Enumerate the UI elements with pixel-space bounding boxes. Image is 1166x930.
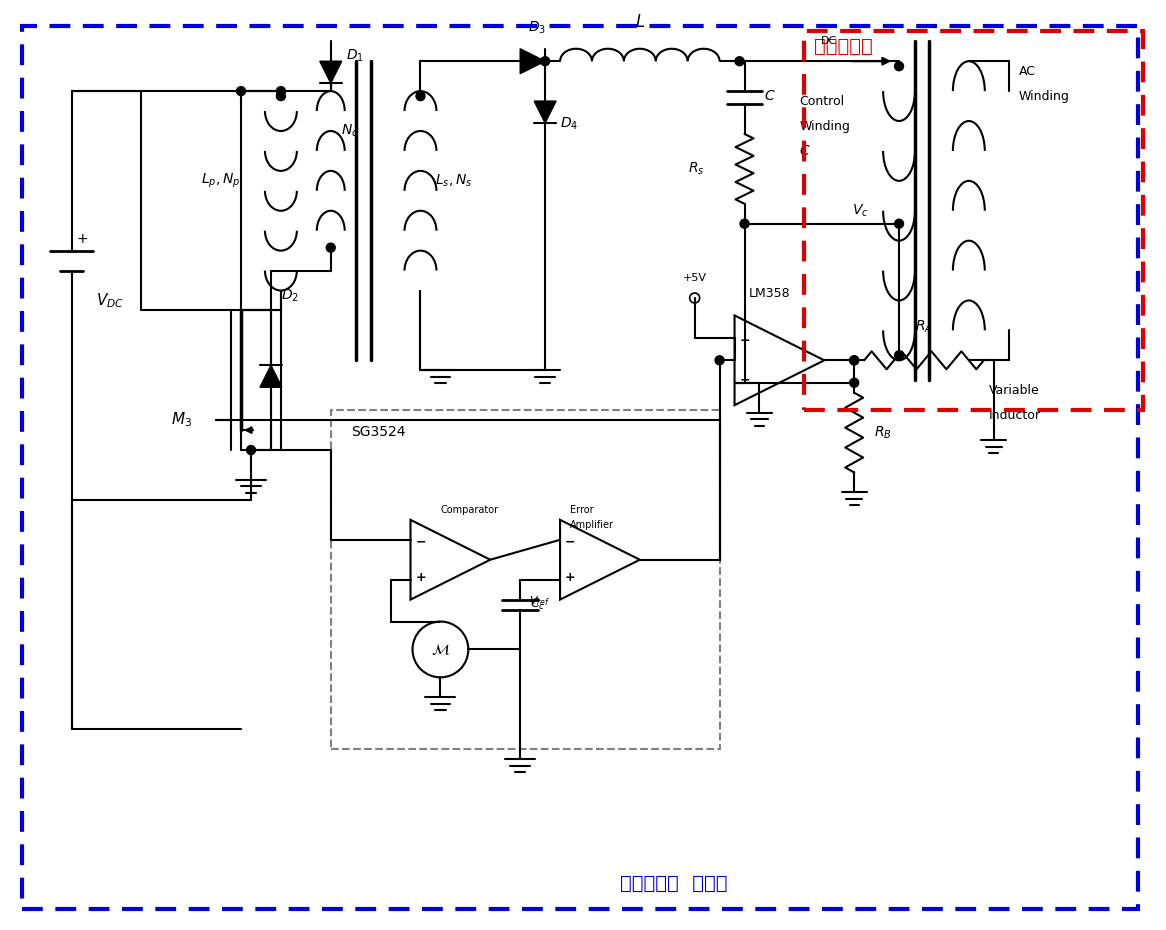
Circle shape bbox=[326, 243, 336, 252]
Text: +5V: +5V bbox=[682, 273, 707, 283]
Text: $V_c$: $V_c$ bbox=[852, 203, 869, 219]
Polygon shape bbox=[260, 365, 282, 387]
Text: $R_B$: $R_B$ bbox=[874, 424, 892, 441]
Text: +: + bbox=[415, 571, 426, 584]
Circle shape bbox=[894, 61, 904, 71]
Text: −: − bbox=[415, 536, 426, 549]
Circle shape bbox=[894, 351, 904, 360]
Circle shape bbox=[735, 57, 744, 66]
Text: LM358: LM358 bbox=[749, 287, 791, 300]
Text: Comparator: Comparator bbox=[441, 505, 499, 515]
Text: $M_3$: $M_3$ bbox=[171, 411, 192, 430]
Text: −: − bbox=[739, 374, 750, 387]
Circle shape bbox=[715, 356, 724, 365]
Text: $D_3$: $D_3$ bbox=[528, 20, 546, 36]
Circle shape bbox=[850, 356, 858, 365]
Text: SG3524: SG3524 bbox=[351, 425, 406, 439]
Text: $D_2$: $D_2$ bbox=[281, 287, 298, 304]
Polygon shape bbox=[520, 48, 546, 73]
Text: $C$: $C$ bbox=[800, 144, 812, 158]
Circle shape bbox=[246, 445, 255, 455]
Text: +: + bbox=[77, 232, 89, 246]
Text: $V_{ref}$: $V_{ref}$ bbox=[529, 594, 550, 608]
Text: +: + bbox=[739, 334, 750, 347]
Text: $L_p,N_p$: $L_p,N_p$ bbox=[202, 172, 240, 190]
Bar bbox=[331, 410, 719, 750]
Circle shape bbox=[850, 379, 858, 387]
Polygon shape bbox=[534, 101, 556, 123]
Text: −: − bbox=[564, 536, 575, 549]
Circle shape bbox=[850, 356, 858, 365]
Circle shape bbox=[276, 86, 286, 96]
Text: $D_1$: $D_1$ bbox=[345, 48, 364, 64]
Bar bbox=[805, 32, 1144, 410]
Text: $C_c$: $C_c$ bbox=[531, 597, 546, 612]
Text: Control: Control bbox=[800, 95, 844, 108]
Text: Error: Error bbox=[570, 505, 593, 515]
Text: $D_4$: $D_4$ bbox=[560, 116, 578, 132]
Circle shape bbox=[237, 86, 246, 96]
Circle shape bbox=[416, 92, 424, 100]
Text: $C$: $C$ bbox=[765, 89, 777, 103]
Circle shape bbox=[894, 219, 904, 228]
Text: +: + bbox=[564, 571, 575, 584]
Text: $L_s,N_s$: $L_s,N_s$ bbox=[435, 173, 473, 189]
Text: Winding: Winding bbox=[1019, 89, 1069, 102]
Circle shape bbox=[740, 219, 749, 228]
Text: AC: AC bbox=[1019, 65, 1035, 78]
Text: $L$: $L$ bbox=[634, 13, 645, 32]
Text: DC: DC bbox=[821, 36, 837, 47]
Text: $R_A$: $R_A$ bbox=[915, 319, 933, 336]
Text: $N_d$: $N_d$ bbox=[340, 123, 359, 140]
Polygon shape bbox=[319, 61, 342, 83]
Text: $V_{DC}$: $V_{DC}$ bbox=[97, 291, 125, 310]
Text: $R_s$: $R_s$ bbox=[688, 161, 704, 177]
Text: Winding: Winding bbox=[800, 120, 850, 132]
Circle shape bbox=[276, 92, 286, 100]
Text: Variable: Variable bbox=[989, 384, 1040, 397]
Text: 가변인덕터: 가변인덕터 bbox=[814, 37, 873, 56]
Circle shape bbox=[541, 57, 549, 66]
Text: 가변인덕터  구동부: 가변인덕터 구동부 bbox=[620, 874, 728, 893]
Text: Inductor: Inductor bbox=[989, 408, 1041, 421]
Text: $\mathcal{M}$: $\mathcal{M}$ bbox=[430, 642, 450, 657]
Text: Amplifier: Amplifier bbox=[570, 520, 614, 530]
